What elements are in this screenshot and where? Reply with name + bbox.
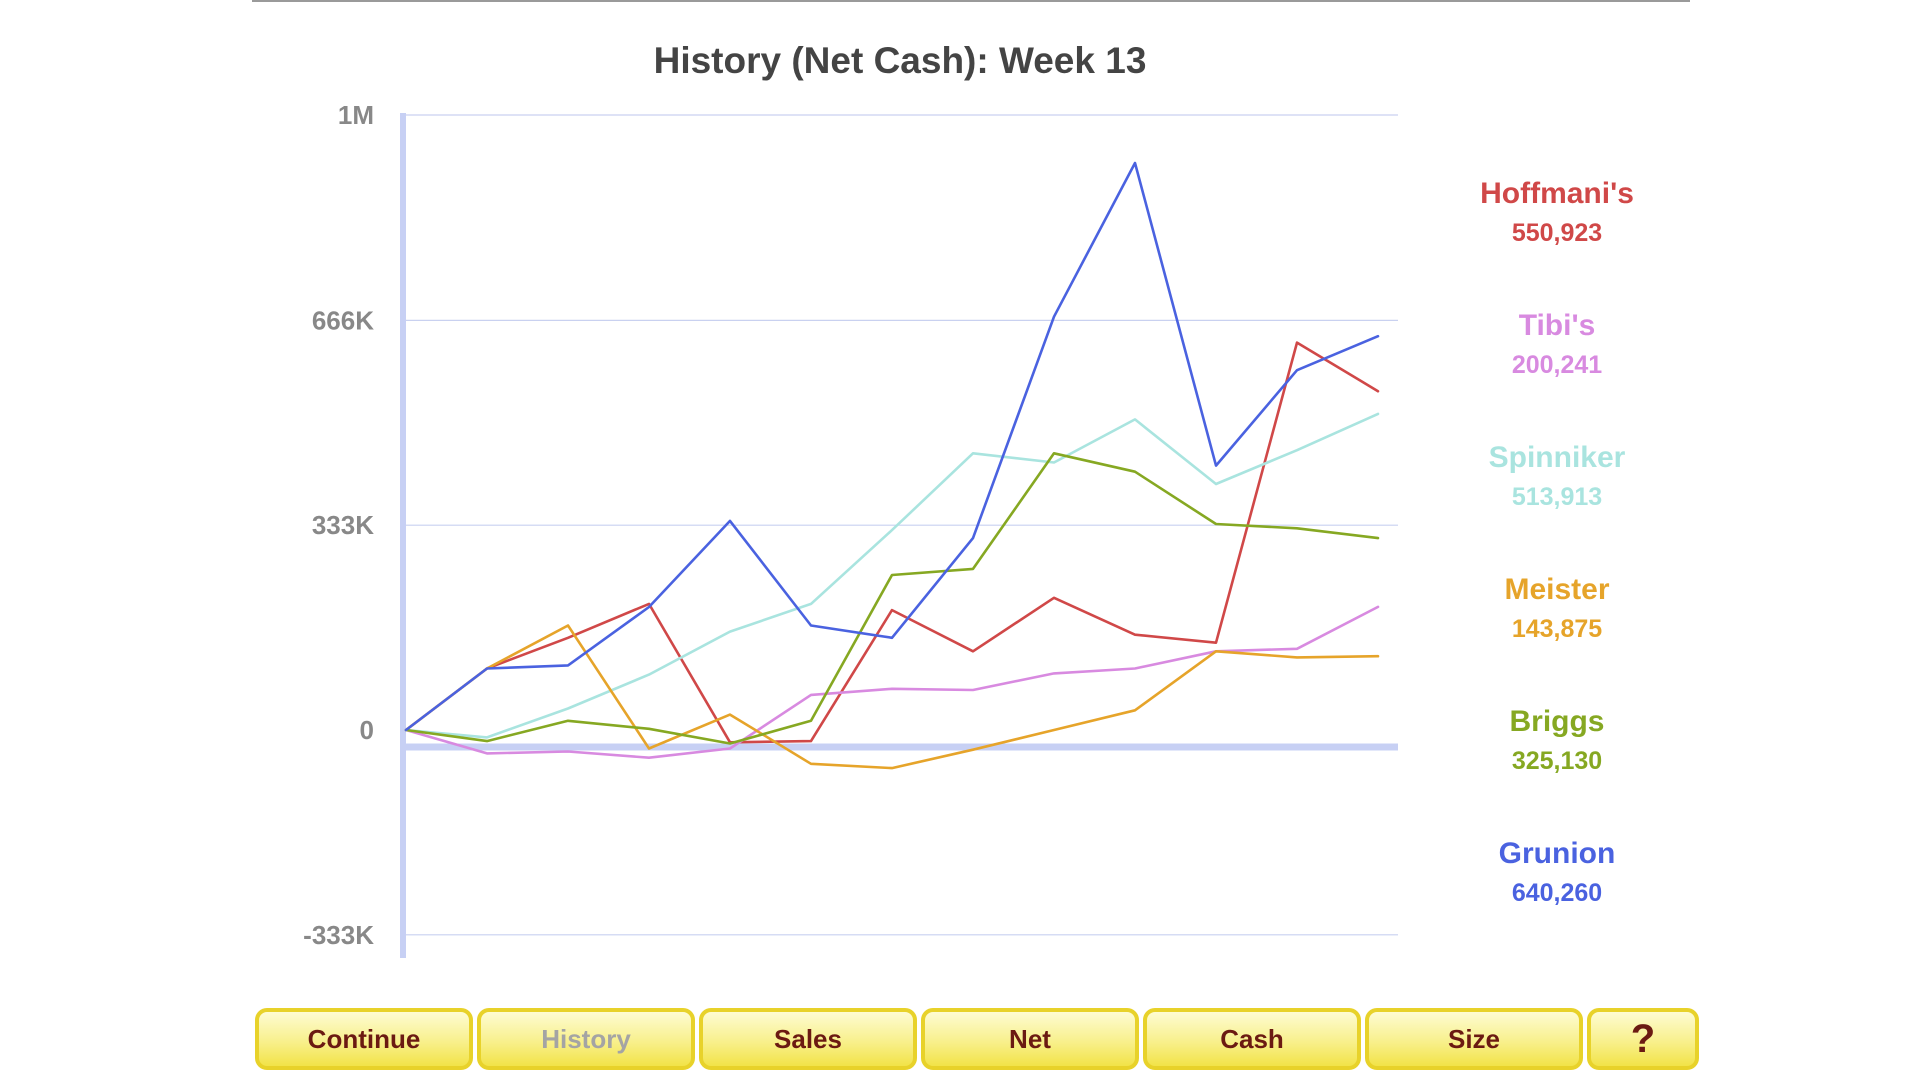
continue-button[interactable]: Continue: [255, 1008, 473, 1070]
history-button[interactable]: History: [477, 1008, 695, 1070]
legend-name-spinniker: Spinniker: [1488, 441, 1626, 474]
series-line-hoffmani-s: [404, 341, 1380, 744]
cash-button[interactable]: Cash: [1143, 1008, 1361, 1070]
series-line-spinniker: [404, 412, 1380, 739]
y-tick-label: 0: [360, 715, 374, 745]
net-cash-history-chart: 1M 666K 333K 0 -333K: [303, 100, 1398, 958]
legend-name-tibi-s: Tibi's: [1518, 309, 1596, 342]
y-tick-label: 1M: [338, 100, 374, 130]
help-button[interactable]: ?: [1587, 1008, 1699, 1070]
button-bar: Continue History Sales Net Cash Size ?: [255, 1008, 1699, 1076]
y-tick-label: 333K: [312, 510, 374, 540]
legend-name-briggs: Briggs: [1509, 705, 1605, 738]
legend-value-grunion: 640,260: [1511, 879, 1603, 907]
chart-title: History (Net Cash): Week 13: [653, 40, 1147, 81]
series-line-tibi-s: [404, 605, 1380, 760]
legend-value-spinniker: 513,913: [1511, 483, 1603, 511]
series-line-grunion: [404, 161, 1380, 732]
legend-value-briggs: 325,130: [1511, 747, 1603, 775]
legend-name-hoffmani-s: Hoffmani's: [1480, 177, 1634, 210]
y-tick-label: -333K: [303, 920, 374, 950]
y-tick-label: 666K: [312, 305, 374, 335]
legend-name-meister: Meister: [1504, 573, 1610, 606]
sales-button[interactable]: Sales: [699, 1008, 917, 1070]
legend-value-tibi-s: 200,241: [1511, 351, 1603, 379]
top-divider: [252, 0, 1690, 2]
size-button[interactable]: Size: [1365, 1008, 1583, 1070]
legend-value-meister: 143,875: [1511, 615, 1603, 643]
series-line-briggs: [404, 451, 1380, 745]
net-button[interactable]: Net: [921, 1008, 1139, 1070]
legend-value-hoffmani-s: 550,923: [1511, 219, 1603, 247]
legend-name-grunion: Grunion: [1498, 837, 1616, 870]
series-line-meister: [404, 624, 1380, 770]
